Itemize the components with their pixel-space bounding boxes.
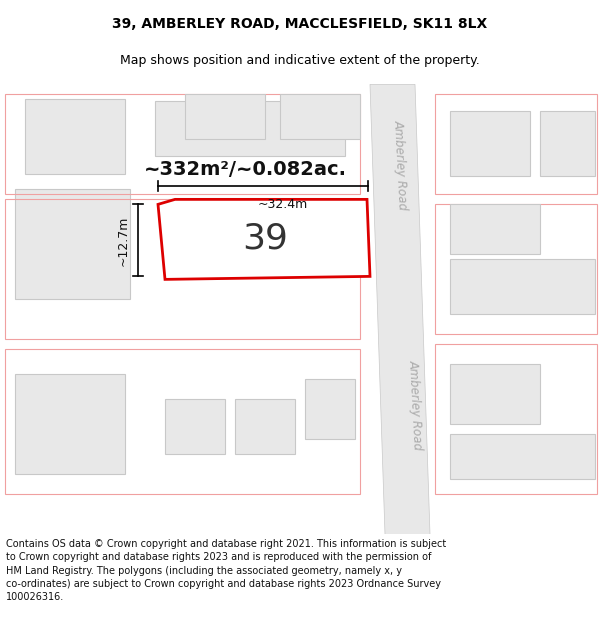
- Bar: [15, 374, 125, 474]
- Text: Amberley Road: Amberley Road: [391, 119, 409, 210]
- Bar: [25, 99, 125, 174]
- Bar: [450, 111, 530, 176]
- Bar: [435, 204, 597, 334]
- Bar: [450, 259, 595, 314]
- Bar: [5, 349, 360, 494]
- Text: Amberley Road: Amberley Road: [406, 359, 424, 450]
- Polygon shape: [370, 84, 430, 534]
- Bar: [185, 94, 265, 139]
- Text: Map shows position and indicative extent of the property.: Map shows position and indicative extent…: [120, 54, 480, 68]
- Text: 39, AMBERLEY ROAD, MACCLESFIELD, SK11 8LX: 39, AMBERLEY ROAD, MACCLESFIELD, SK11 8L…: [112, 17, 488, 31]
- Text: ~12.7m: ~12.7m: [117, 215, 130, 266]
- Text: ~332m²/~0.082ac.: ~332m²/~0.082ac.: [143, 160, 347, 179]
- Bar: [235, 399, 295, 454]
- Text: ~32.4m: ~32.4m: [258, 198, 308, 211]
- Bar: [450, 434, 595, 479]
- Bar: [435, 344, 597, 494]
- Bar: [280, 94, 360, 139]
- Bar: [435, 94, 597, 194]
- Text: 39: 39: [242, 221, 288, 256]
- Bar: [540, 111, 595, 176]
- Bar: [450, 204, 540, 254]
- Bar: [5, 199, 360, 339]
- Bar: [155, 101, 345, 156]
- Bar: [5, 94, 360, 194]
- Polygon shape: [158, 199, 370, 279]
- Text: Contains OS data © Crown copyright and database right 2021. This information is : Contains OS data © Crown copyright and d…: [6, 539, 446, 602]
- Bar: [450, 364, 540, 424]
- Bar: [165, 399, 225, 454]
- Bar: [15, 189, 130, 299]
- Bar: [305, 379, 355, 439]
